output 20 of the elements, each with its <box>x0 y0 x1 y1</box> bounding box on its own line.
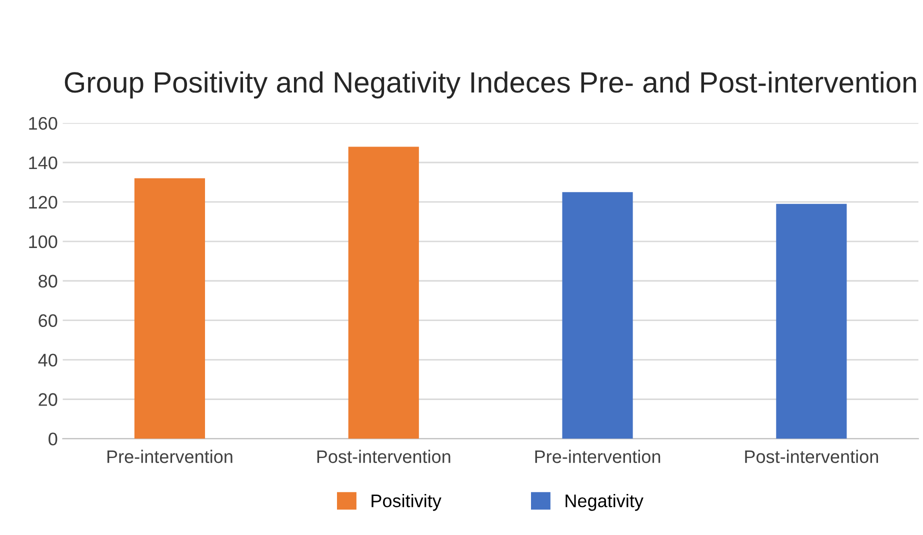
legend-label: Positivity <box>372 494 442 511</box>
x-tick-label: Pre-intervention <box>107 450 232 464</box>
chart-title: Group Positivity and Negativity Indeces Pre- and Post-intervention <box>64 71 916 99</box>
x-tick-label: Post-intervention <box>317 450 450 464</box>
y-tick-label: 100 <box>29 235 58 248</box>
y-tick-label: 160 <box>29 116 58 130</box>
x-tick-label: Post-intervention <box>745 450 878 464</box>
y-tick-label: 20 <box>38 393 58 406</box>
bar <box>348 146 419 439</box>
y-tick-label: 60 <box>38 314 58 328</box>
bar <box>562 192 633 439</box>
y-tick-label: 80 <box>38 274 58 288</box>
legend-label: Negativity <box>566 494 644 511</box>
y-tick-label: 140 <box>29 156 58 170</box>
y-tick-label: 0 <box>48 432 58 446</box>
y-tick-label: 120 <box>29 196 58 209</box>
y-tick-label: 40 <box>38 354 58 367</box>
bar <box>134 178 206 439</box>
x-tick-label: Pre-intervention <box>535 450 660 464</box>
bar <box>776 204 847 439</box>
